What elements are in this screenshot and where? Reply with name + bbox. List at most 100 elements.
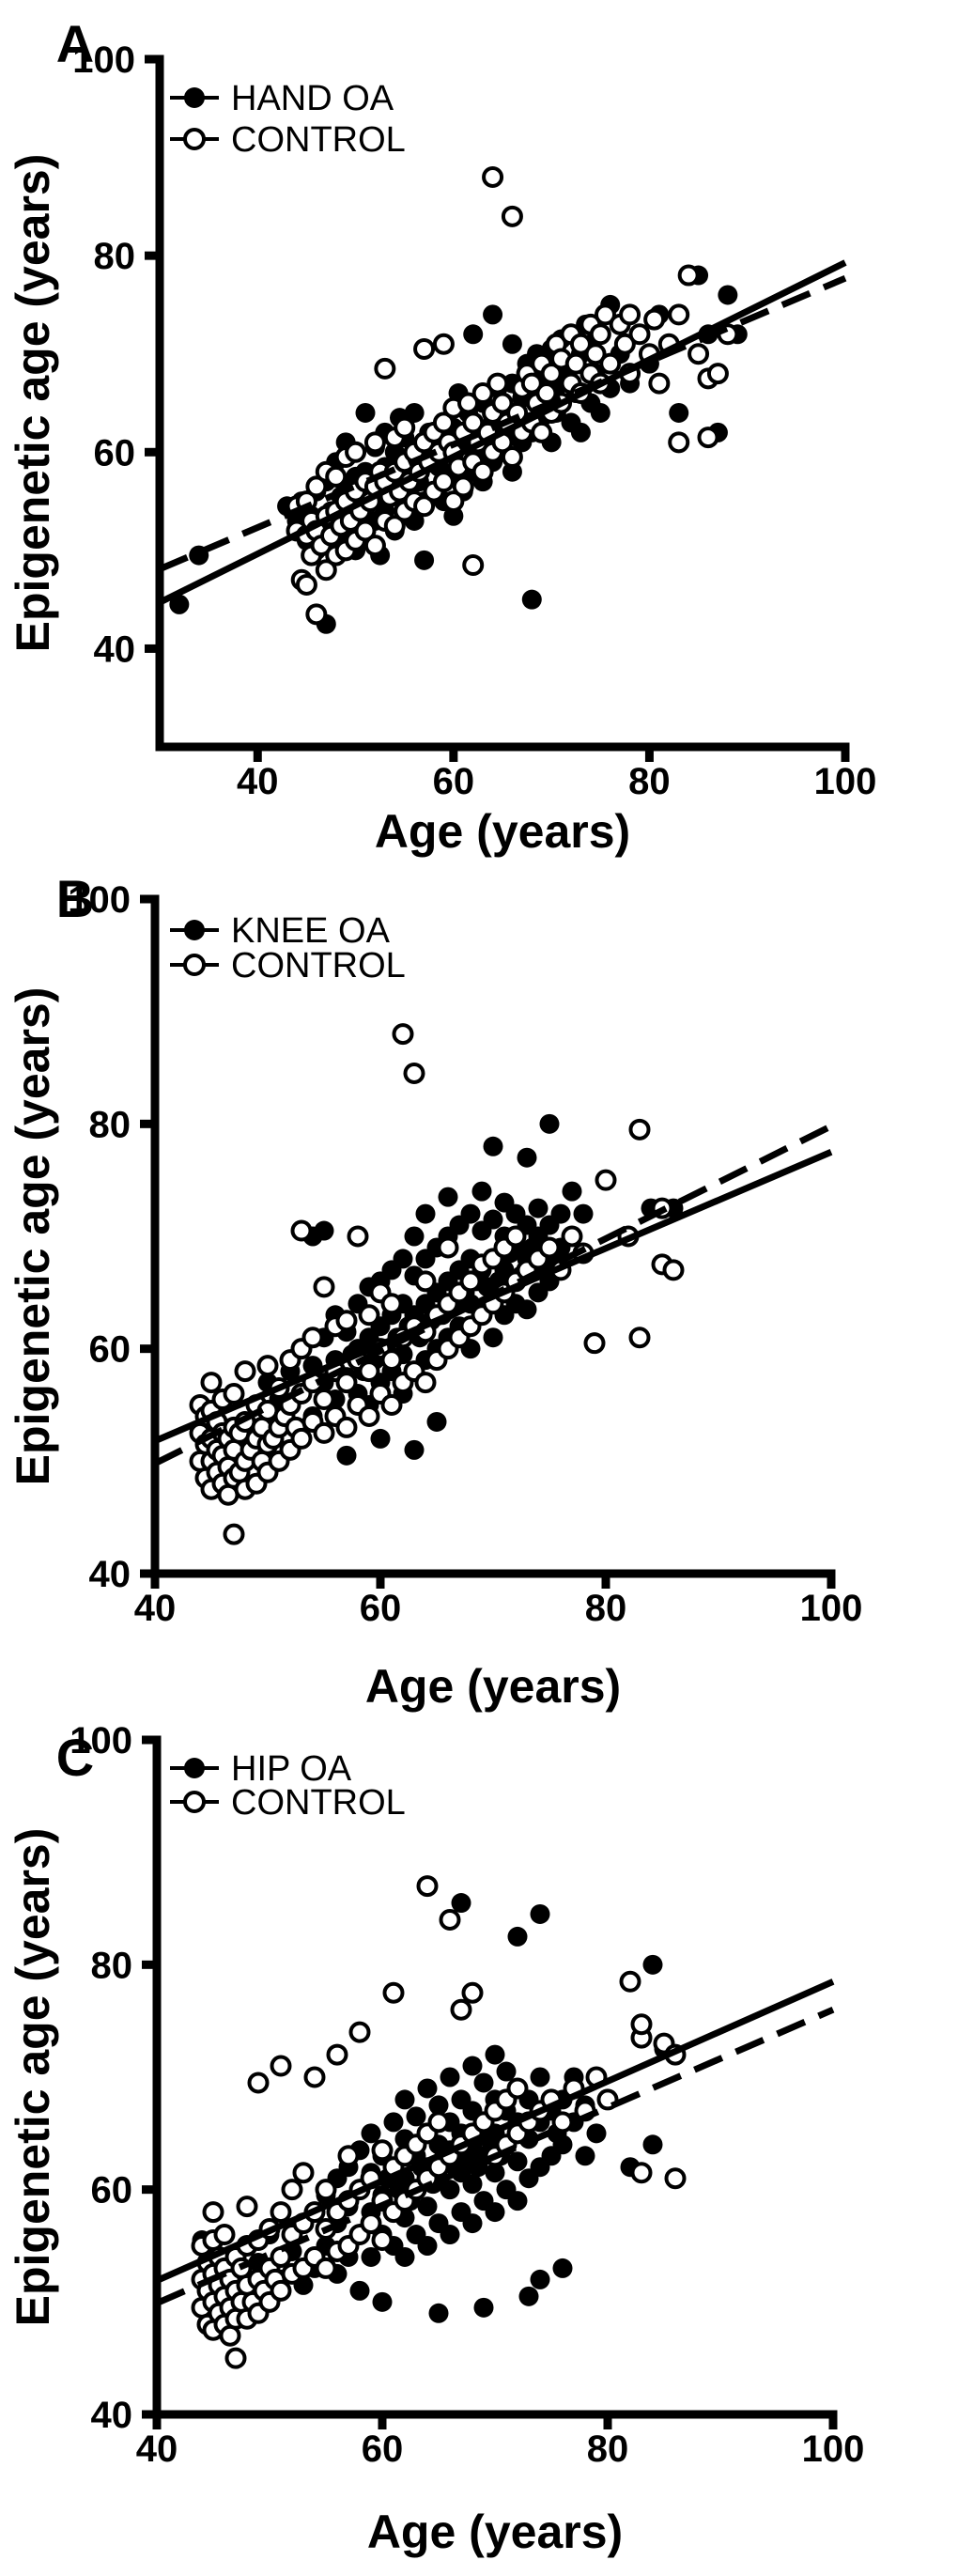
scatter-point [358,1404,380,1427]
x-tick-label: 40 [237,761,279,802]
scatter-point [507,2191,528,2211]
scatter-point [583,1332,606,1355]
scatter-point [380,1349,403,1372]
scatter-point [305,475,328,498]
scatter-point [530,1903,550,1924]
scatter-point [485,2202,505,2223]
open-circle-icon [183,954,206,976]
scatter-point [643,308,666,331]
scatter-point [463,324,484,345]
scatter-point [457,392,479,414]
scatter-point [404,402,425,423]
scatter-point [440,2067,460,2087]
scatter-point [668,431,690,454]
x-tick-label: 100 [814,761,877,802]
scatter-point [595,1169,617,1191]
scatter-point [213,2224,236,2246]
scatter-point [520,372,543,395]
scatter-point [677,264,700,287]
x-tick-label: 40 [134,1588,177,1629]
y-tick-label: 80 [91,1945,133,1986]
x-axis-title: Age (years) [365,1660,621,1713]
scatter-point [200,1372,223,1394]
open-circle-icon [183,128,206,150]
legend-label: HAND OA [231,79,394,118]
scatter-point [292,2162,315,2184]
scatter-point [358,1360,380,1383]
scatter-point [483,1327,503,1348]
scatter-point [450,1998,472,2021]
scatter-point [590,402,610,423]
y-tick-label: 40 [91,2395,133,2436]
y-tick-label: 40 [89,1554,131,1595]
scatter-point [432,411,455,434]
scatter-point [345,441,367,463]
scatter-point [347,1225,369,1248]
panel-letter: C [56,1728,94,1787]
filled-circle-icon [184,920,205,940]
scatter-point [664,2167,687,2190]
y-axis-title: Epigenetic age (years) [7,1828,59,2327]
scatter-point [496,2061,517,2082]
legend-label: CONTROL [231,946,406,985]
scatter-point [383,515,406,537]
scatter-point [360,2212,382,2235]
scatter-point [619,1970,641,1993]
scatter-point [290,1219,313,1242]
scatter-point [491,392,514,414]
scatter-point [518,2286,539,2306]
scatter-point [487,372,509,395]
trend-line-dashed [155,2006,835,2306]
panel-b-knee-oa-chart: 40 60 80 100 40 60 80 100 Age (years) Epigenetic … [7,869,862,1713]
y-tick-label: 40 [94,628,136,670]
scatter-point [363,535,386,557]
scatter-point [460,1203,481,1224]
legend-item-knee-oa: KNEE OA [170,911,391,951]
scatter-point [270,2201,292,2224]
scatter-point [507,1926,528,1947]
scatter-point [550,1203,571,1224]
scatter-point [662,1259,685,1281]
y-tick-label: 80 [89,1104,131,1145]
scatter-point [462,2056,483,2076]
scatter-point [223,1523,245,1545]
legend-item-control: CONTROL [170,946,406,985]
scatter-point [473,2297,494,2318]
y-tick-label: 60 [89,1329,131,1371]
scatter-point [169,594,190,614]
scatter-point [270,2279,292,2302]
scatter-point [451,1893,471,1914]
scatter-point [358,1304,380,1327]
scatter-point [462,2213,483,2234]
scatter-point [564,352,587,375]
trend-line-dashed [153,1123,833,1466]
scatter-point [335,1416,358,1438]
scatter-point [688,343,710,365]
scatter-point [443,505,464,526]
scatter-point [452,475,474,498]
scatter-point [413,495,436,518]
scatter-point [669,402,689,423]
scatter-point [428,2303,449,2323]
scatter-point [530,2067,550,2087]
y-tick-label: 60 [94,432,136,473]
panel-a-hand-oa-chart: 40 60 80 100 40 60 80 100 Age (years) Epigenetic … [7,14,877,858]
scatter-point [335,1372,358,1394]
scatter-point [403,1062,425,1084]
scatter-point [355,402,376,423]
scatter-point [501,446,523,469]
scatter-point [668,303,690,326]
scatter-point [354,520,377,542]
scatter-point [461,1981,484,2004]
scatter-point [697,427,719,449]
scatter-point [236,2196,258,2218]
scatter-point [561,1225,583,1248]
scatter-point [569,333,592,355]
scatter-point [392,1023,414,1046]
scatter-point [223,1383,245,1405]
scatter-point [517,1147,537,1168]
scatter-point [305,603,328,626]
y-axis-title: Epigenetic age (years) [7,154,59,653]
scatter-point [393,1249,413,1269]
